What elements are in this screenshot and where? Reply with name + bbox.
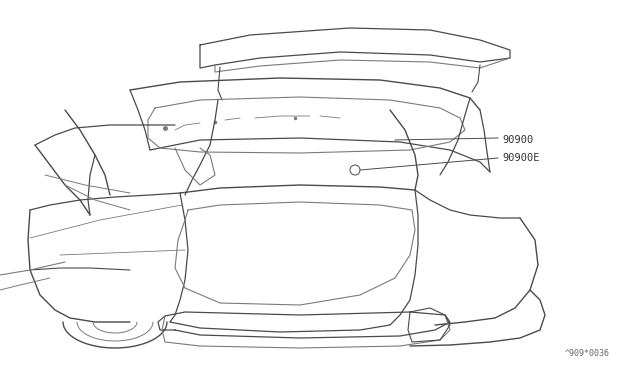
Text: 90900E: 90900E — [502, 153, 540, 163]
Text: 90900: 90900 — [502, 135, 533, 145]
Text: ^909*0036: ^909*0036 — [565, 349, 610, 358]
